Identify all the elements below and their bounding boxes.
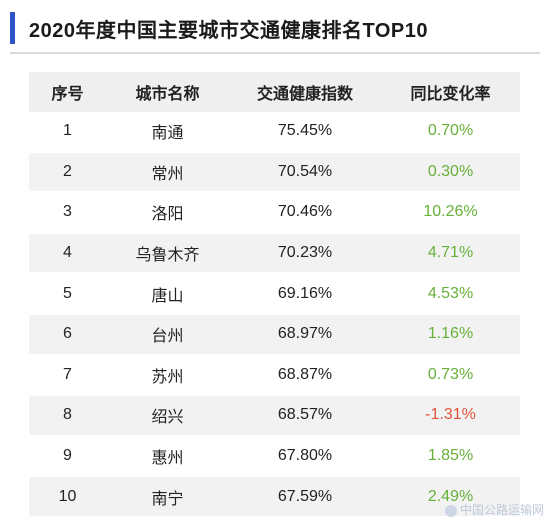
index-cell: 68.87% bbox=[277, 365, 333, 383]
table-row: 8 绍兴 68.57% -1.31% bbox=[29, 396, 520, 435]
table-row: 6 台州 68.97% 1.16% bbox=[29, 314, 520, 354]
city-cell: 乌鲁木齐 bbox=[135, 247, 200, 265]
watermark-text: 中国公路运输网 bbox=[459, 503, 544, 517]
header-rank: 序号 bbox=[51, 86, 84, 103]
table-row: 7 苏州 68.87% 0.73% bbox=[29, 356, 520, 395]
index-cell: 69.16% bbox=[277, 284, 333, 302]
table-row: 4 乌鲁木齐 70.23% 4.71% bbox=[29, 233, 520, 273]
rank-cell: 3 bbox=[63, 203, 72, 221]
change-cell: 0.73% bbox=[427, 365, 474, 383]
rank-cell: 10 bbox=[58, 487, 77, 505]
table-header-row: 序号 城市名称 交通健康指数 同比变化率 bbox=[29, 72, 520, 112]
change-cell: 2.49% bbox=[427, 487, 474, 505]
table-row: 1 南通 75.45% 0.70% bbox=[29, 112, 520, 151]
change-cell: 10.26% bbox=[423, 203, 478, 221]
change-cell: 4.71% bbox=[427, 244, 474, 262]
table-row: 10 南宁 67.59% 2.49% bbox=[29, 477, 520, 516]
header-change: 同比变化率 bbox=[410, 86, 491, 103]
index-cell: 67.59% bbox=[277, 487, 333, 505]
change-cell: 0.30% bbox=[427, 162, 474, 180]
index-cell: 75.45% bbox=[277, 122, 333, 140]
change-cell: 0.70% bbox=[427, 122, 474, 140]
index-cell: 70.54% bbox=[277, 162, 333, 180]
change-cell: 4.53% bbox=[427, 284, 474, 302]
title-divider bbox=[10, 52, 540, 54]
change-cell: 1.85% bbox=[427, 447, 474, 465]
rank-cell: 4 bbox=[63, 244, 72, 262]
header-city: 城市名称 bbox=[135, 86, 200, 103]
watermark: 中国公路运输网 bbox=[444, 501, 544, 518]
city-cell: 绍兴 bbox=[151, 409, 184, 427]
city-cell: 苏州 bbox=[151, 368, 184, 386]
city-cell: 常州 bbox=[151, 165, 184, 183]
table-row: 2 常州 70.54% 0.30% bbox=[29, 152, 520, 192]
city-cell: 南通 bbox=[151, 125, 184, 143]
rank-cell: 8 bbox=[63, 406, 72, 424]
rank-cell: 6 bbox=[63, 325, 72, 343]
rank-cell: 2 bbox=[63, 162, 72, 180]
city-cell: 南宁 bbox=[151, 490, 184, 508]
index-cell: 70.46% bbox=[277, 203, 333, 221]
index-cell: 68.97% bbox=[277, 325, 333, 343]
change-cell: 1.16% bbox=[427, 325, 474, 343]
table-row: 5 唐山 69.16% 4.53% bbox=[29, 274, 520, 313]
watermark-logo-icon bbox=[444, 504, 457, 517]
header-index: 交通健康指数 bbox=[256, 86, 353, 103]
table-row: 9 惠州 67.80% 1.85% bbox=[29, 437, 520, 476]
header: 2020年度中国主要城市交通健康排名TOP10 bbox=[10, 8, 540, 48]
change-cell: -1.31% bbox=[425, 406, 476, 424]
page-title: 2020年度中国主要城市交通健康排名TOP10 bbox=[29, 19, 428, 42]
index-cell: 68.57% bbox=[277, 406, 333, 424]
ranking-table: 序号 城市名称 交通健康指数 同比变化率 1 南通 75.45% 0.70% 2 常州 70… bbox=[29, 72, 520, 516]
rank-cell: 1 bbox=[63, 122, 72, 140]
index-cell: 70.23% bbox=[277, 244, 333, 262]
index-cell: 67.80% bbox=[277, 447, 333, 465]
title-accent-bar bbox=[10, 12, 15, 44]
rank-cell: 9 bbox=[63, 447, 72, 465]
city-cell: 台州 bbox=[151, 328, 184, 346]
city-cell: 洛阳 bbox=[151, 206, 184, 224]
rank-cell: 7 bbox=[63, 365, 72, 383]
city-cell: 惠州 bbox=[151, 450, 184, 468]
city-cell: 唐山 bbox=[151, 287, 184, 305]
rank-cell: 5 bbox=[63, 284, 72, 302]
table-row: 3 洛阳 70.46% 10.26% bbox=[29, 193, 520, 232]
